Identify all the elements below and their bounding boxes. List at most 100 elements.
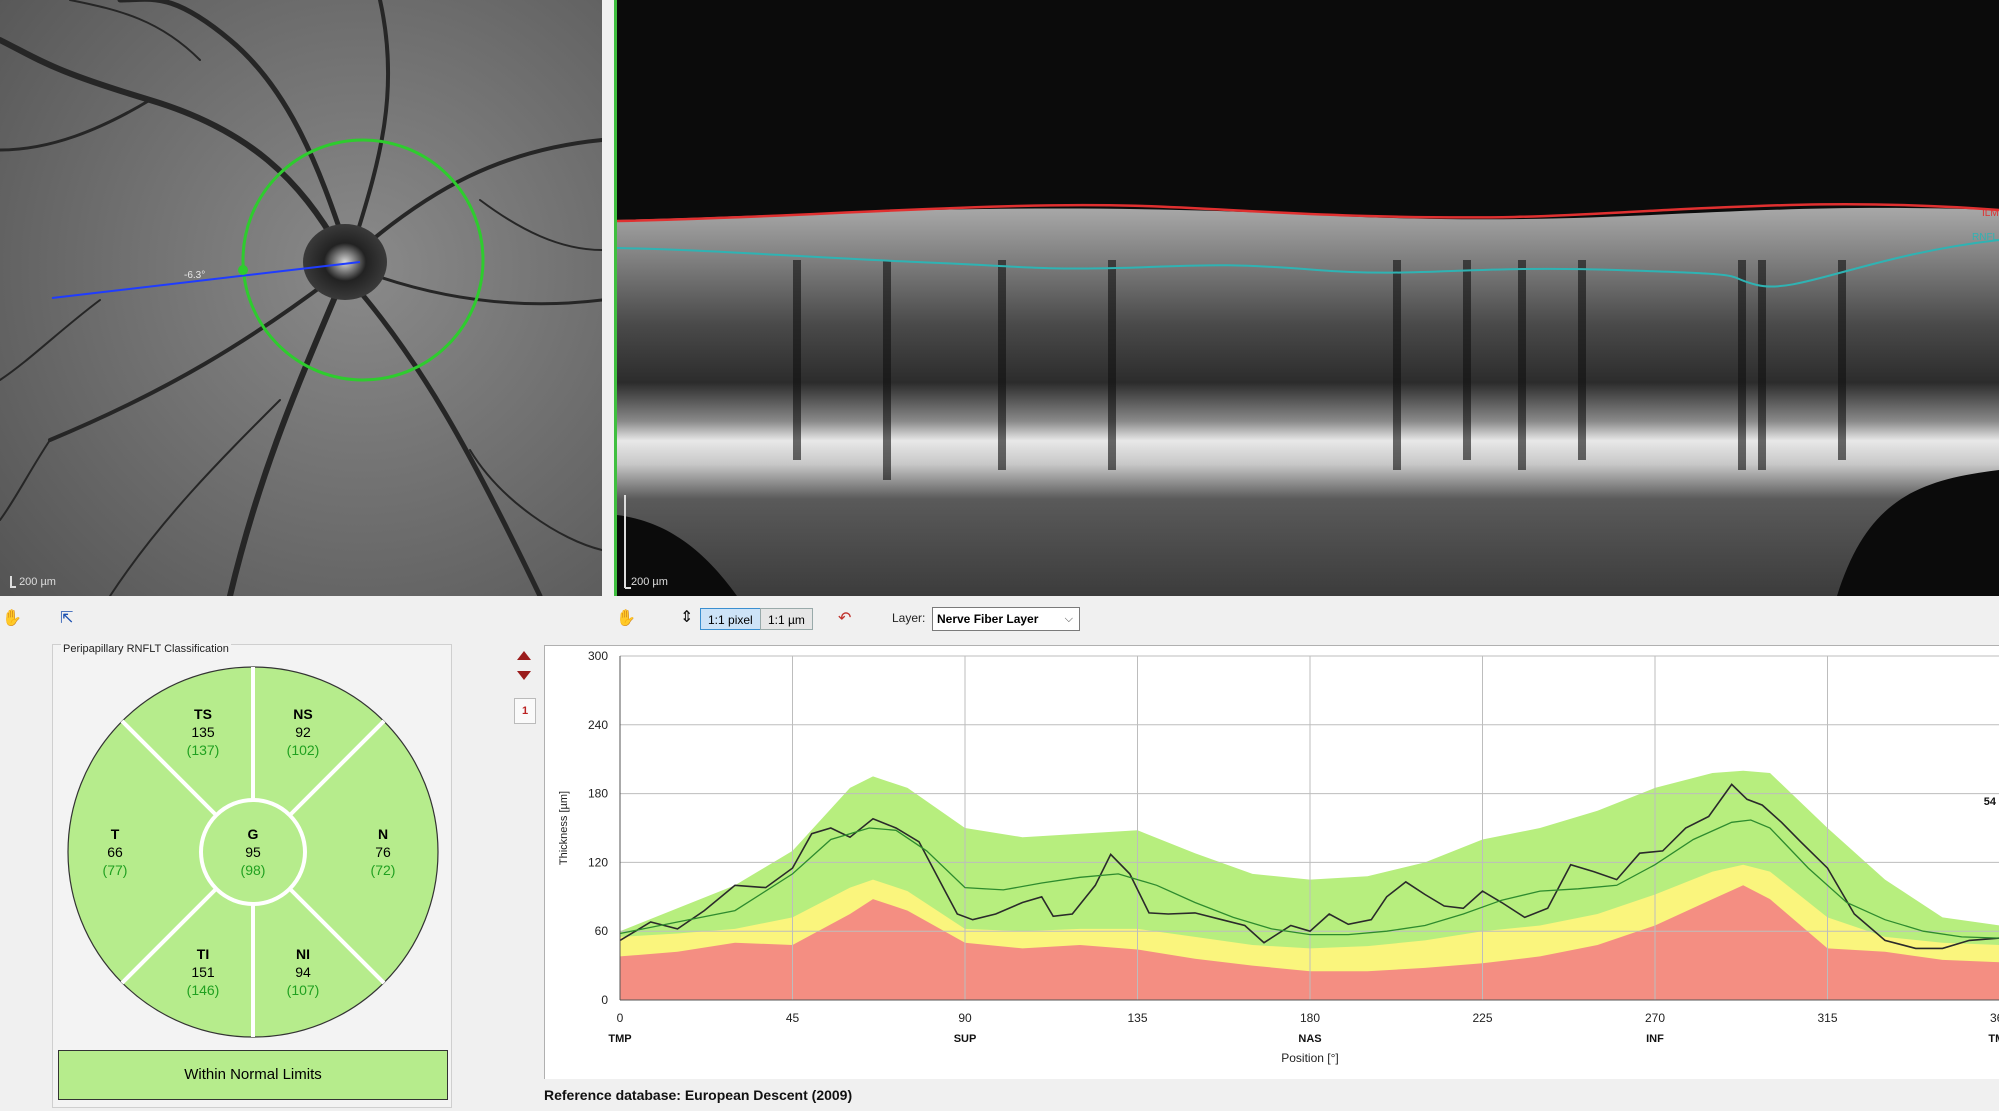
rnfl-tag: RNFL [1972, 232, 1999, 243]
sector-g[interactable]: G 95 (98) [223, 825, 283, 879]
sector-n-id: N [377, 826, 389, 842]
hand-icon[interactable]: ✋ [2, 610, 22, 627]
arrow-up-icon[interactable] [517, 651, 531, 660]
one-to-one-um-button[interactable]: 1:1 µm [760, 608, 813, 630]
hand-icon[interactable]: ✋ [616, 610, 636, 627]
ilm-tag: ILM [1982, 208, 1999, 219]
measure-pointer-icon[interactable]: ⇱ [60, 610, 74, 627]
y-tick-label: 300 [588, 649, 608, 663]
rnfl-boundary [617, 239, 1999, 288]
sector-ns[interactable]: NS 92 (102) [263, 705, 343, 759]
sector-ni[interactable]: NI 94 (107) [263, 945, 343, 999]
x-tick-label: 135 [1127, 1011, 1147, 1025]
sector-axis-label: TMP [608, 1033, 631, 1045]
optic-disc [303, 224, 387, 300]
scan-start-marker[interactable] [238, 265, 248, 275]
sector-ni-value: 94 [295, 964, 311, 980]
chart-axes: 0 60 120 180 240 300 0 45 90 135 180 225 270 315 360 TM… [558, 649, 1999, 1065]
sector-axis-label: INF [1646, 1033, 1664, 1045]
sector-dividers [120, 667, 386, 1037]
sector-t-id: T [110, 826, 120, 842]
fundus-scale-label: 200 µm [19, 576, 56, 588]
measured-thickness-line [619, 783, 1999, 950]
oct-svg: ILM RNFL [617, 0, 1999, 596]
fundus-toolbar: ✋ ⇱ [0, 602, 600, 636]
sector-n-normal: (72) [370, 862, 396, 878]
sector-ts-value: 135 [191, 724, 215, 740]
sector-axis-label: SUP [954, 1033, 977, 1045]
sector-ti-id: TI [196, 946, 210, 962]
ilm-boundary [617, 202, 1999, 223]
x-axis-label: Position [°] [1281, 1051, 1339, 1065]
sector-g-normal: (98) [240, 862, 266, 878]
y-tick-label: 60 [595, 924, 609, 938]
rnflt-classification-panel: Peripapillary RNFLT Classification TS 13… [52, 643, 452, 1108]
fundus-scale-bar: 200 µm [10, 576, 56, 588]
sector-ti-normal: (146) [186, 982, 220, 998]
sector-g-id: G [247, 826, 259, 842]
rnfl-thickness-chart: 0 60 120 180 240 300 0 45 90 135 180 225 270 315 360 TM… [544, 645, 1999, 1079]
reference-database-label: Reference database: European Descent (20… [544, 1087, 853, 1103]
sector-n-value: 76 [375, 844, 391, 860]
arrow-down-icon[interactable] [517, 671, 531, 680]
sector-axis-label: NAS [1298, 1033, 1321, 1045]
layer-tool-icon[interactable]: ↶ [838, 610, 852, 627]
sector-axis-label: TMP [1988, 1033, 1999, 1045]
chevron-down-icon: ⌵ [1064, 613, 1073, 625]
retina-layers [617, 207, 1999, 596]
x-tick-label: 45 [786, 1011, 800, 1025]
angle-label: -6.3° [184, 270, 205, 281]
sector-g-value: 95 [245, 844, 261, 860]
x-tick-label: 0 [617, 1011, 624, 1025]
chart-svg: 0 60 120 180 240 300 0 45 90 135 180 225 270 315 360 TM… [558, 649, 1999, 1065]
x-tick-label: 270 [1645, 1011, 1665, 1025]
sector-t-value: 66 [107, 844, 123, 860]
fundus-image[interactable]: -6.3° 200 µm [0, 0, 602, 596]
vessel-shadows [793, 260, 1846, 480]
series-nav [514, 648, 536, 689]
y-tick-label: 0 [601, 993, 608, 1007]
x-tick-label: 315 [1817, 1011, 1837, 1025]
y-axis-label: Thickness [µm] [558, 791, 570, 865]
oct-toolbar: ✋ ⇕ 1:1 pixel 1:1 µm ↶ Layer: Nerve Fibe… [614, 602, 1999, 636]
x-tick-label: 360 [1990, 1011, 1999, 1025]
y-tick-label: 120 [588, 855, 608, 869]
fundus-svg: -6.3° [0, 0, 602, 596]
classification-result: Within Normal Limits [58, 1050, 448, 1100]
oct-bscan-image[interactable]: ILM RNFL 200 µm [614, 0, 1999, 596]
oct-scale-bar: 200 µm [631, 576, 668, 588]
oct-scale-label: 200 µm [631, 576, 668, 588]
resize-vertical-icon[interactable]: ⇕ [680, 609, 694, 626]
sector-n[interactable]: N 76 (72) [353, 825, 413, 879]
sector-ni-id: NI [296, 946, 310, 962]
sector-ts-id: TS [194, 706, 212, 722]
chart-series [619, 783, 1999, 950]
y-tick-label: 180 [588, 787, 608, 801]
sector-ti-value: 151 [191, 964, 215, 980]
sector-ns-id: NS [293, 706, 313, 722]
x-tick-label: 90 [958, 1011, 972, 1025]
layer-select-value: Nerve Fiber Layer [937, 612, 1039, 626]
y-tick-label: 240 [588, 718, 608, 732]
x-tick-label: 180 [1300, 1011, 1320, 1025]
sector-t[interactable]: T 66 (77) [85, 825, 145, 879]
sector-ns-normal: (102) [286, 742, 320, 758]
sector-t-normal: (77) [102, 862, 128, 878]
sector-diagram [67, 666, 439, 1038]
sector-ns-value: 92 [295, 724, 311, 740]
sector-ti[interactable]: TI 151 (146) [163, 945, 243, 999]
normative-mean-line [619, 819, 1999, 939]
page-indicator[interactable]: 1 [514, 698, 536, 724]
right-edge-value-label: 54 [1984, 796, 1997, 808]
scan-circle[interactable] [241, 138, 485, 382]
fovea-disc-line[interactable] [51, 261, 361, 299]
x-tick-label: 225 [1472, 1011, 1492, 1025]
classification-title: Peripapillary RNFLT Classification [61, 643, 231, 655]
sector-ni-normal: (107) [286, 982, 320, 998]
sector-ts[interactable]: TS 135 (137) [163, 705, 243, 759]
sector-ts-normal: (137) [186, 742, 220, 758]
layer-select[interactable]: Nerve Fiber Layer ⌵ [932, 607, 1080, 631]
layer-label: Layer: [892, 611, 926, 625]
one-to-one-pixel-button[interactable]: 1:1 pixel [700, 608, 761, 630]
retinal-vessels [0, 0, 602, 596]
